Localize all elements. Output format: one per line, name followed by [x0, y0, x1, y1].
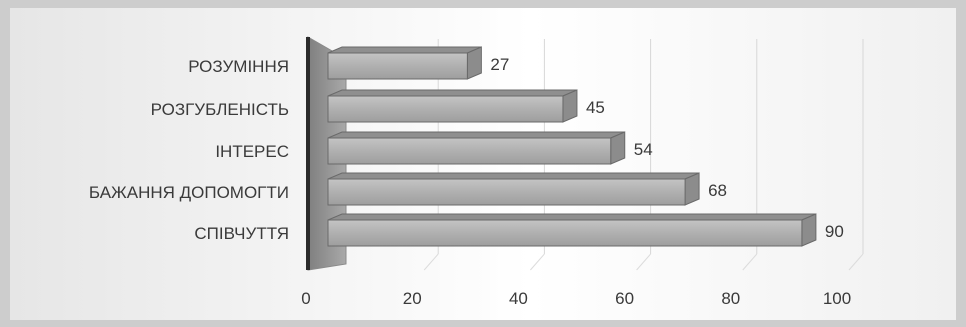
x-tick-label: 60 — [615, 289, 634, 308]
gridline-floor — [530, 253, 545, 271]
x-tick-label: 40 — [509, 289, 528, 308]
bar-series — [327, 46, 817, 247]
category-label: РОЗУМІННЯ — [188, 57, 289, 76]
bar — [327, 213, 817, 247]
bar-chart: СПІВЧУТТЯ БАЖАННЯ ДОПОМОГТИ ІНТЕРЕС РОЗГУБЛ… — [10, 8, 956, 320]
x-tick-label: 0 — [301, 289, 310, 308]
x-tick-label: 20 — [403, 289, 422, 308]
category-label: СПІВЧУТТЯ — [194, 224, 289, 243]
bar — [327, 131, 626, 165]
gridline-floor — [636, 253, 651, 271]
x-tick-label: 80 — [721, 289, 740, 308]
category-label: БАЖАННЯ ДОПОМОГТИ — [89, 183, 289, 202]
data-label: 90 — [825, 222, 844, 241]
data-labels: 90 68 54 45 27 — [490, 55, 843, 241]
x-tick-label: 100 — [823, 289, 851, 308]
bar — [327, 46, 482, 80]
bar — [327, 172, 700, 206]
bar — [327, 89, 578, 123]
data-label: 68 — [708, 181, 727, 200]
data-label: 27 — [490, 55, 509, 74]
chart-area: СПІВЧУТТЯ БАЖАННЯ ДОПОМОГТИ ІНТЕРЕС РОЗГУБЛ… — [10, 8, 956, 320]
gridline-floor — [423, 253, 439, 271]
data-label: 45 — [586, 98, 605, 117]
category-label: РОЗГУБЛЕНІСТЬ — [151, 100, 289, 119]
x-tick-labels: 0 20 40 60 80 100 — [301, 289, 851, 308]
gridline-floor — [848, 253, 864, 271]
category-label: ІНТЕРЕС — [215, 142, 289, 161]
category-labels: СПІВЧУТТЯ БАЖАННЯ ДОПОМОГТИ ІНТЕРЕС РОЗГУБЛ… — [89, 57, 289, 243]
data-label: 54 — [634, 140, 653, 159]
gridline-floor — [742, 253, 758, 271]
